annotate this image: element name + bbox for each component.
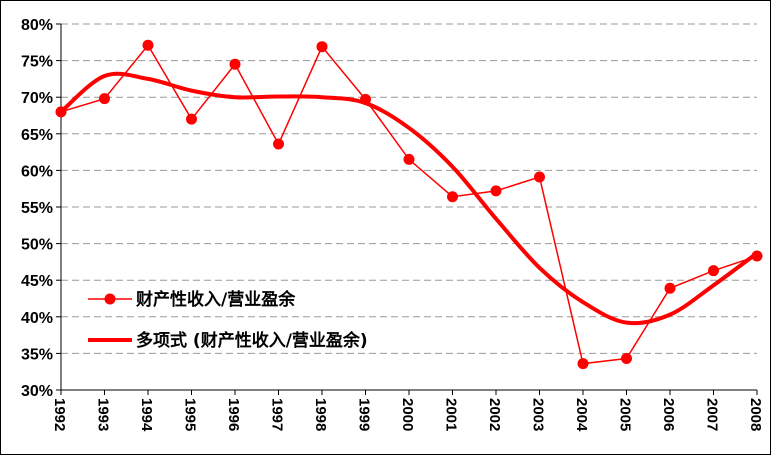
- data-point-marker: [360, 93, 371, 105]
- data-point-marker: [273, 138, 284, 150]
- y-tick-label: 70%: [21, 90, 53, 107]
- y-tick-label: 30%: [21, 383, 53, 400]
- x-tick-label: 2008: [747, 398, 764, 431]
- data-point-marker: [621, 353, 632, 365]
- y-tick-label: 45%: [21, 273, 53, 290]
- y-tick-label: 75%: [21, 54, 53, 71]
- gridlines: [61, 23, 757, 354]
- y-tick-label: 60%: [21, 163, 53, 180]
- y-tick-label: 50%: [21, 237, 53, 254]
- y-tick-label: 35%: [21, 346, 53, 363]
- series-trendline: [59, 71, 759, 326]
- data-point-marker: [142, 39, 154, 51]
- data-point-marker: [447, 191, 458, 203]
- x-tick-label: 2001: [443, 398, 460, 431]
- x-tick-label: 2007: [704, 398, 721, 431]
- x-tick-label: 2004: [573, 398, 590, 432]
- data-point-marker: [316, 41, 328, 53]
- series-group: [55, 39, 763, 370]
- x-tick-label: 2006: [660, 398, 677, 431]
- x-axis-ticks: 1992 1993 1994 1995 1996 1997 1998 1999 2000 2001…: [51, 390, 764, 432]
- y-tick-label: 55%: [21, 200, 53, 217]
- data-point-marker: [751, 250, 763, 262]
- legend-marker-dot: [104, 293, 116, 305]
- x-tick-label: 1999: [356, 398, 373, 431]
- x-tick-label: 1997: [269, 398, 286, 431]
- y-tick-label: 40%: [21, 310, 53, 327]
- x-tick-label: 1998: [312, 398, 329, 431]
- data-point-marker: [55, 106, 67, 118]
- legend-label-series-1: 财产性收入/营业盈余: [135, 289, 296, 310]
- legend: 财产性收入/营业盈余 多项式 (财产性收入/营业盈余): [88, 289, 368, 351]
- x-tick-label: 1996: [225, 398, 242, 431]
- legend-label-series-2: 多项式 (财产性收入/营业盈余): [136, 330, 368, 351]
- x-tick-label: 1994: [138, 398, 155, 432]
- data-point-marker: [664, 282, 676, 294]
- data-point-marker: [490, 185, 502, 197]
- data-point-marker: [534, 171, 545, 183]
- x-tick-label: 1993: [95, 398, 112, 431]
- data-point-marker: [403, 153, 415, 165]
- data-point-marker: [577, 358, 589, 370]
- y-tick-label: 80%: [21, 17, 53, 34]
- x-tick-label: 1992: [51, 398, 68, 431]
- data-point-marker: [99, 93, 110, 105]
- x-tick-label: 2002: [486, 398, 503, 431]
- x-tick-label: 1995: [182, 398, 199, 431]
- data-point-marker: [708, 265, 719, 277]
- x-tick-label: 2000: [399, 398, 416, 431]
- y-tick-label: 65%: [21, 127, 53, 144]
- x-tick-label: 2005: [617, 398, 634, 431]
- y-axis-ticks: 30% 35% 40% 45% 50% 55% 60% 65% 70% 75% 80%: [21, 17, 61, 400]
- data-point-marker: [229, 58, 241, 70]
- data-point-marker: [186, 113, 197, 125]
- x-tick-label: 2003: [530, 398, 547, 431]
